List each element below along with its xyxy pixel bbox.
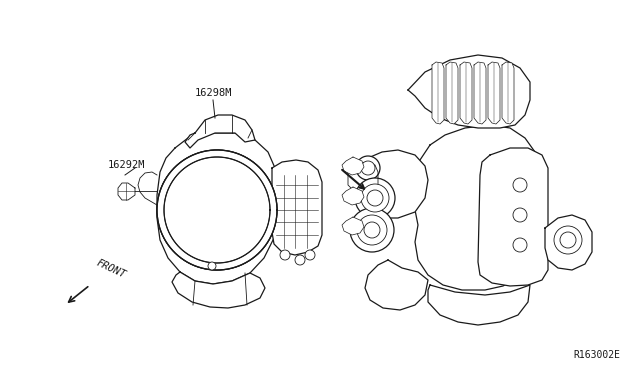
Circle shape bbox=[356, 156, 380, 180]
Polygon shape bbox=[157, 133, 278, 284]
Polygon shape bbox=[342, 217, 364, 235]
Polygon shape bbox=[118, 183, 135, 200]
Circle shape bbox=[305, 250, 315, 260]
Polygon shape bbox=[488, 62, 500, 124]
Polygon shape bbox=[355, 150, 428, 218]
Polygon shape bbox=[164, 157, 270, 263]
Text: FRONT: FRONT bbox=[95, 258, 127, 280]
Circle shape bbox=[355, 178, 395, 218]
Polygon shape bbox=[342, 157, 364, 175]
Polygon shape bbox=[502, 62, 514, 124]
Polygon shape bbox=[432, 62, 444, 124]
Text: 16298M: 16298M bbox=[195, 88, 232, 98]
Circle shape bbox=[513, 238, 527, 252]
Polygon shape bbox=[474, 62, 486, 124]
Polygon shape bbox=[157, 150, 277, 270]
Polygon shape bbox=[408, 55, 530, 128]
Circle shape bbox=[513, 178, 527, 192]
Polygon shape bbox=[342, 187, 364, 205]
Circle shape bbox=[280, 250, 290, 260]
Polygon shape bbox=[428, 285, 530, 325]
Circle shape bbox=[361, 161, 375, 175]
Polygon shape bbox=[185, 115, 255, 148]
Text: 16292M: 16292M bbox=[108, 160, 145, 170]
Polygon shape bbox=[412, 125, 538, 290]
Polygon shape bbox=[172, 272, 265, 308]
Circle shape bbox=[554, 226, 582, 254]
Circle shape bbox=[295, 255, 305, 265]
Circle shape bbox=[560, 232, 576, 248]
Polygon shape bbox=[446, 62, 458, 124]
Circle shape bbox=[357, 215, 387, 245]
Text: R163002E: R163002E bbox=[573, 350, 620, 360]
Polygon shape bbox=[478, 148, 548, 286]
Circle shape bbox=[208, 262, 216, 270]
Circle shape bbox=[513, 208, 527, 222]
Polygon shape bbox=[545, 215, 592, 270]
Polygon shape bbox=[157, 150, 277, 270]
Polygon shape bbox=[272, 160, 322, 255]
Polygon shape bbox=[365, 260, 428, 310]
Polygon shape bbox=[460, 62, 472, 124]
Circle shape bbox=[350, 208, 394, 252]
Polygon shape bbox=[348, 162, 378, 195]
Circle shape bbox=[361, 184, 389, 212]
Circle shape bbox=[364, 222, 380, 238]
Circle shape bbox=[367, 190, 383, 206]
